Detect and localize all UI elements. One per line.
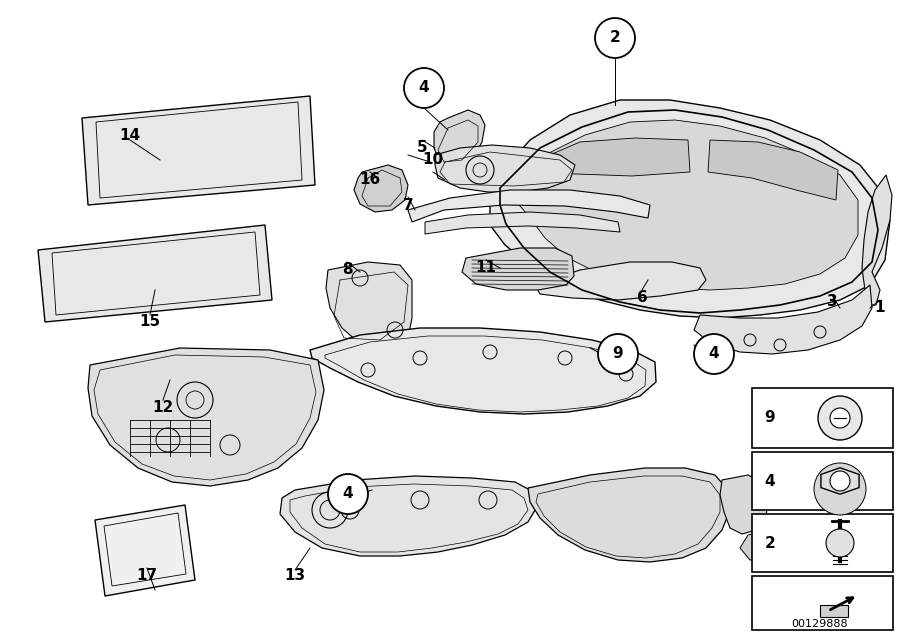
Text: 00129888: 00129888 xyxy=(792,619,849,629)
Text: 8: 8 xyxy=(342,263,352,277)
Polygon shape xyxy=(694,285,872,354)
Circle shape xyxy=(826,529,854,557)
Bar xyxy=(752,388,893,448)
Bar xyxy=(752,514,893,572)
Text: 5: 5 xyxy=(417,141,428,155)
Text: 14: 14 xyxy=(120,127,140,142)
Text: 4: 4 xyxy=(343,487,354,502)
Polygon shape xyxy=(434,110,485,168)
Circle shape xyxy=(328,474,368,514)
Text: 12: 12 xyxy=(152,401,174,415)
Circle shape xyxy=(595,18,635,58)
Bar xyxy=(820,605,848,617)
Text: 9: 9 xyxy=(613,347,624,361)
Text: 2: 2 xyxy=(609,31,620,46)
Polygon shape xyxy=(95,505,195,596)
Polygon shape xyxy=(708,140,838,200)
Polygon shape xyxy=(535,262,706,300)
Text: 17: 17 xyxy=(137,567,157,583)
Polygon shape xyxy=(764,535,790,562)
Polygon shape xyxy=(490,100,890,318)
Text: 2: 2 xyxy=(765,536,776,551)
Polygon shape xyxy=(538,138,690,176)
Text: 9: 9 xyxy=(765,410,775,425)
Text: 6: 6 xyxy=(636,291,647,305)
Circle shape xyxy=(814,463,866,515)
Text: 1: 1 xyxy=(875,300,886,315)
Circle shape xyxy=(598,334,638,374)
Polygon shape xyxy=(310,328,656,414)
Circle shape xyxy=(830,408,850,428)
Text: 10: 10 xyxy=(422,153,444,167)
Polygon shape xyxy=(408,190,650,222)
Text: 15: 15 xyxy=(140,314,160,329)
Polygon shape xyxy=(821,468,860,494)
Polygon shape xyxy=(720,475,768,534)
Text: 11: 11 xyxy=(475,261,497,275)
Text: 13: 13 xyxy=(284,569,306,583)
Bar xyxy=(752,452,893,510)
Circle shape xyxy=(404,68,444,108)
Polygon shape xyxy=(528,468,730,562)
Circle shape xyxy=(830,471,850,491)
Text: 4: 4 xyxy=(708,347,719,361)
Polygon shape xyxy=(354,165,408,212)
Polygon shape xyxy=(280,476,538,556)
Text: 16: 16 xyxy=(359,172,381,188)
Polygon shape xyxy=(38,225,272,322)
Circle shape xyxy=(694,334,734,374)
Polygon shape xyxy=(862,175,892,305)
Text: 4: 4 xyxy=(418,81,429,95)
Polygon shape xyxy=(326,262,412,348)
Polygon shape xyxy=(88,348,324,486)
Bar xyxy=(752,576,893,630)
Polygon shape xyxy=(82,96,315,205)
Text: 7: 7 xyxy=(402,198,413,212)
Text: 3: 3 xyxy=(827,294,837,310)
Polygon shape xyxy=(435,145,575,192)
Circle shape xyxy=(818,396,862,440)
Polygon shape xyxy=(740,530,772,560)
Polygon shape xyxy=(462,248,574,290)
Text: 4: 4 xyxy=(765,473,775,488)
Polygon shape xyxy=(425,212,620,234)
Polygon shape xyxy=(510,120,858,290)
